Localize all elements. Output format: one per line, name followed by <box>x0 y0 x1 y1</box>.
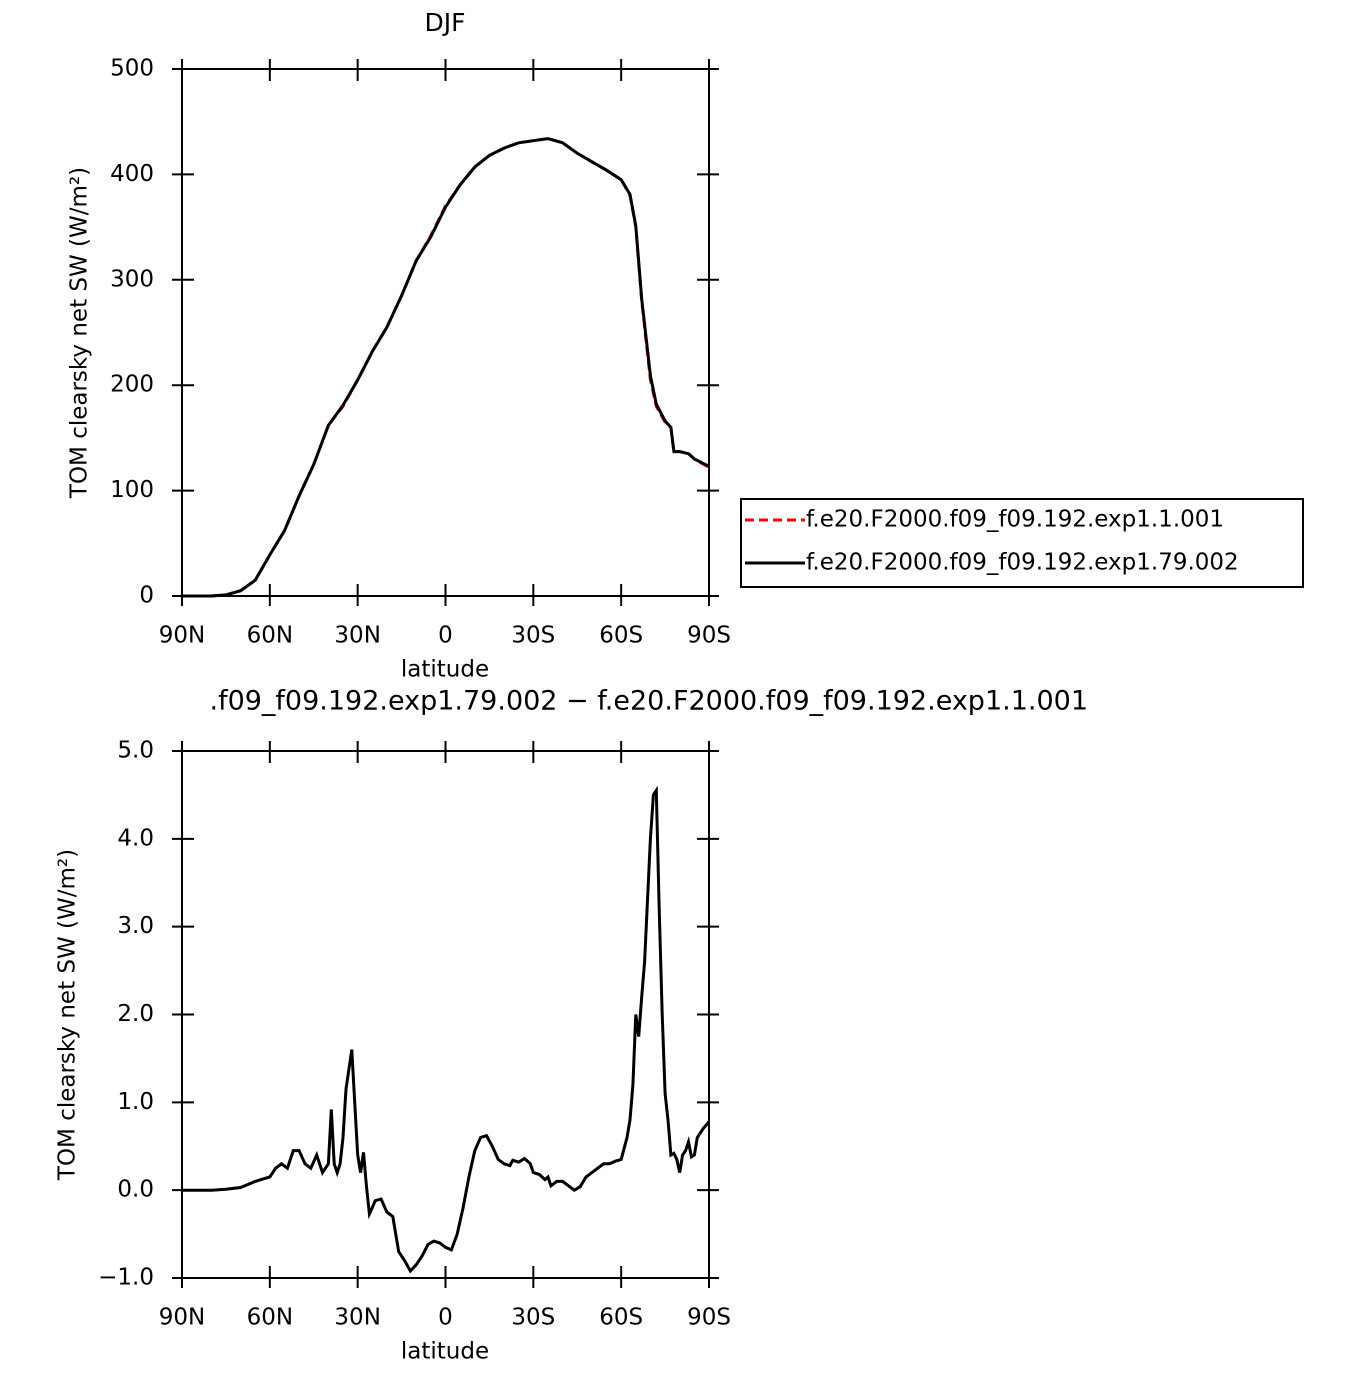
x-tick-label: 0 <box>438 623 453 649</box>
plot-frame <box>181 68 710 597</box>
chart-title: DJF <box>424 8 465 37</box>
y-tick-label: 200 <box>110 372 154 398</box>
x-tick-label: 60S <box>599 1305 643 1331</box>
x-tick-label: 60S <box>599 623 643 649</box>
legend-label: f.e20.F2000.f09_f09.192.exp1.79.002 <box>806 550 1239 576</box>
x-tick-label: 90S <box>687 623 731 649</box>
x-axis-label: latitude <box>401 657 489 683</box>
y-tick-label: 100 <box>110 477 154 503</box>
y-tick-label: 3.0 <box>117 913 154 939</box>
legend-box <box>740 498 1304 588</box>
y-axis-label: TOM clearsky net SW (W/m²) <box>55 849 81 1181</box>
y-axis-label: TOM clearsky net SW (W/m²) <box>67 167 93 499</box>
series-line <box>182 785 711 1274</box>
x-tick-label: 30N <box>334 1305 380 1331</box>
x-tick-label: 30S <box>511 1305 555 1331</box>
y-tick-label: 0 <box>139 583 154 609</box>
y-tick-label: 1.0 <box>117 1089 154 1115</box>
y-tick-label: 400 <box>110 161 154 187</box>
x-tick-label: 30N <box>334 623 380 649</box>
chart-title: .f09_f09.192.exp1.79.002 − f.e20.F2000.f… <box>209 686 1088 717</box>
series-line <box>182 137 710 598</box>
x-tick-label: 60N <box>247 623 293 649</box>
plot-frame <box>181 750 710 1279</box>
x-tick-label: 90N <box>159 1305 205 1331</box>
y-tick-label: 2.0 <box>117 1001 154 1027</box>
x-tick-label: 90N <box>159 623 205 649</box>
y-tick-label: 500 <box>110 56 154 82</box>
x-tick-label: 90S <box>687 1305 731 1331</box>
x-tick-label: 0 <box>438 1305 453 1331</box>
y-tick-label: 5.0 <box>117 738 154 764</box>
y-tick-label: 4.0 <box>117 825 154 851</box>
y-tick-label: −1.0 <box>98 1265 154 1291</box>
legend-label: f.e20.F2000.f09_f09.192.exp1.1.001 <box>806 507 1224 533</box>
y-tick-label: 300 <box>110 266 154 292</box>
x-tick-label: 60N <box>247 1305 293 1331</box>
y-tick-label: 0.0 <box>117 1177 154 1203</box>
x-tick-label: 30S <box>511 623 555 649</box>
x-axis-label: latitude <box>401 1339 489 1365</box>
